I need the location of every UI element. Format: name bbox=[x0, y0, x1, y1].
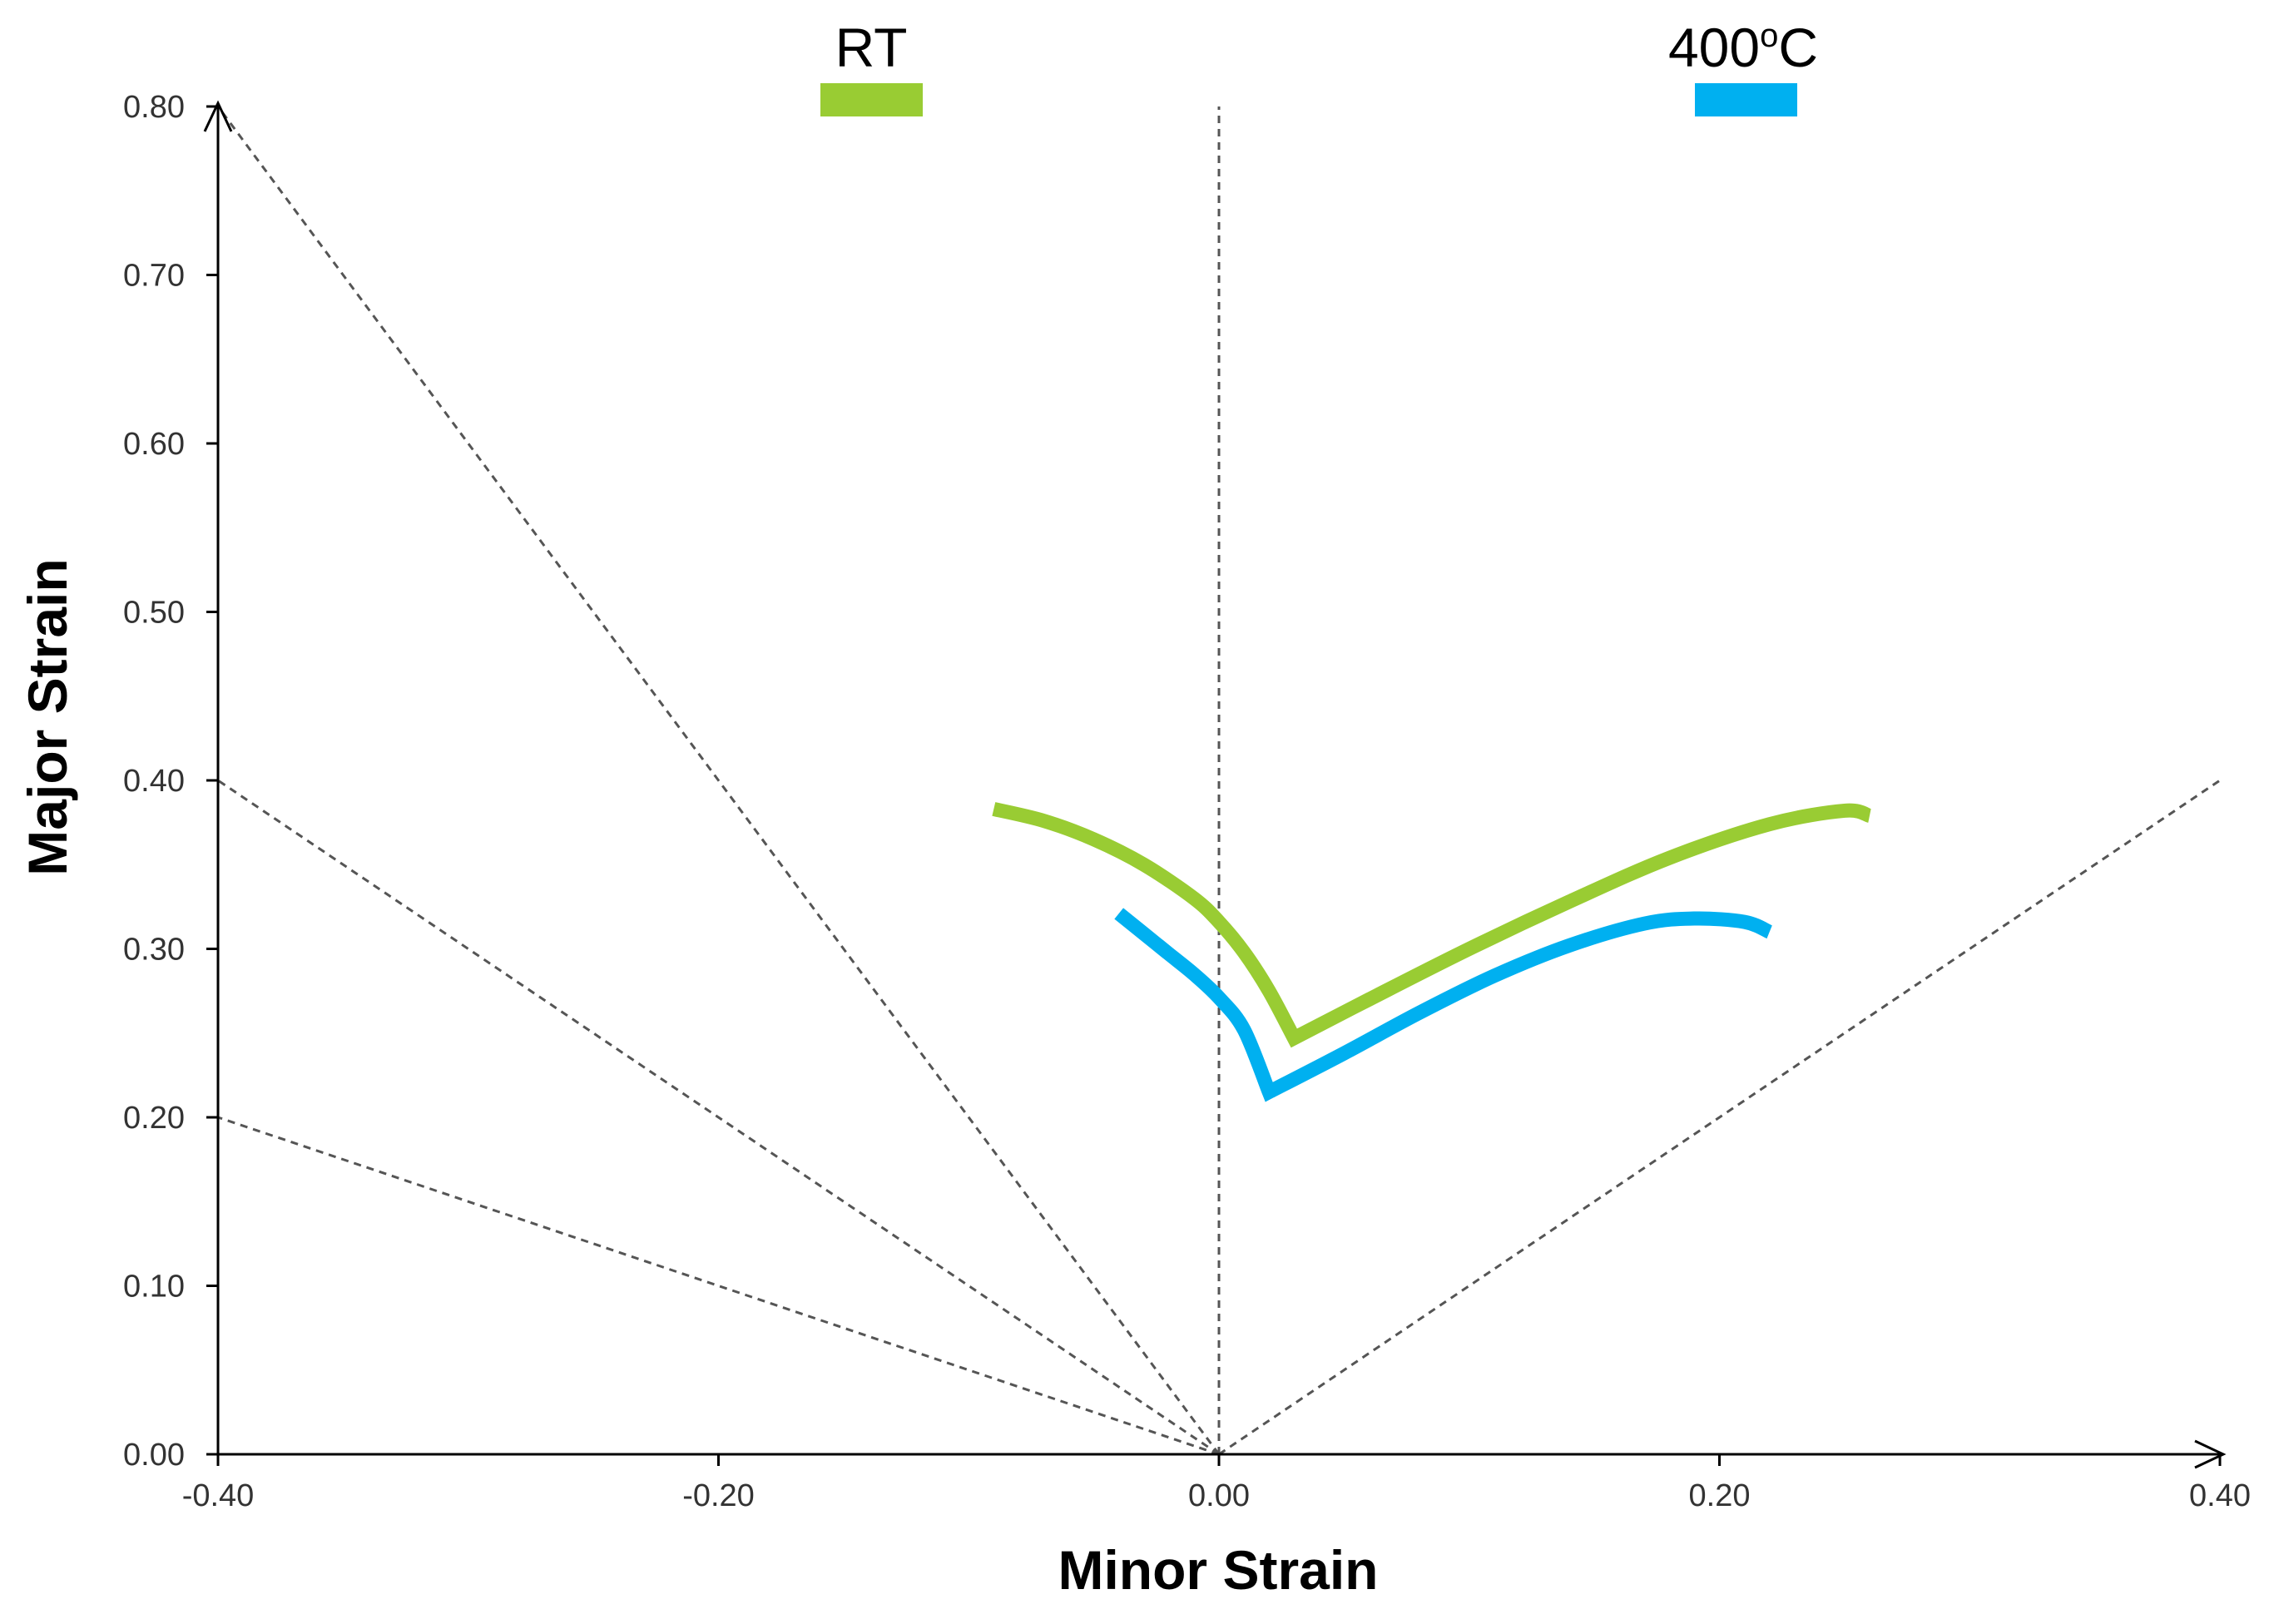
y-tick-label: 0.80 bbox=[123, 90, 185, 125]
y-tick-label: 0.40 bbox=[123, 764, 185, 799]
reference-line-3 bbox=[1218, 779, 2221, 1456]
y-tick-label: 0.50 bbox=[123, 596, 185, 631]
data-series bbox=[992, 802, 1872, 1102]
legend-swatch-400c bbox=[1695, 83, 1797, 116]
series-line-0 bbox=[992, 802, 1872, 1048]
y-tick-label: 0.20 bbox=[123, 1101, 185, 1136]
x-tick-label: 0.40 bbox=[2189, 1478, 2251, 1513]
y-tick-label: 0.10 bbox=[123, 1270, 185, 1305]
legend: RT 400oC bbox=[820, 17, 1818, 116]
x-axis-ticks: -0.40 -0.20 0.00 0.20 0.40 bbox=[182, 1454, 2251, 1513]
x-axis-title: Minor Strain bbox=[1058, 1539, 1378, 1601]
reference-lines bbox=[216, 106, 2221, 1456]
legend-label-400c-sup: o bbox=[1760, 17, 1778, 54]
reference-line-0 bbox=[216, 106, 1221, 1455]
legend-label-400c-tail: C bbox=[1778, 17, 1818, 78]
legend-swatch-rt bbox=[820, 83, 923, 116]
y-axis-arrow bbox=[203, 100, 233, 132]
y-tick-label: 0.30 bbox=[123, 933, 185, 968]
reference-line-2 bbox=[217, 1116, 1220, 1456]
x-tick-label: -0.20 bbox=[682, 1478, 755, 1513]
x-tick-label: 0.00 bbox=[1188, 1478, 1250, 1513]
y-axis-title: Major Strain bbox=[17, 558, 78, 875]
x-axis-arrow bbox=[2194, 1439, 2227, 1469]
y-tick-label: 0.60 bbox=[123, 427, 185, 462]
axes bbox=[203, 100, 2227, 1469]
y-tick-label: 0.70 bbox=[123, 259, 185, 294]
legend-label-rt: RT bbox=[835, 17, 908, 78]
series-line-1 bbox=[1114, 908, 1773, 1102]
y-tick-label: 0.00 bbox=[123, 1438, 185, 1473]
legend-label-400c-main: 400 bbox=[1668, 17, 1760, 78]
legend-label-400c: 400oC bbox=[1668, 17, 1818, 78]
reference-line-1 bbox=[217, 779, 1220, 1456]
x-tick-label: -0.40 bbox=[182, 1478, 255, 1513]
y-axis-ticks: 0.00 0.10 0.20 0.30 0.40 0.50 0.60 0.70 0.80 bbox=[123, 90, 218, 1473]
x-tick-label: 0.20 bbox=[1689, 1478, 1751, 1513]
